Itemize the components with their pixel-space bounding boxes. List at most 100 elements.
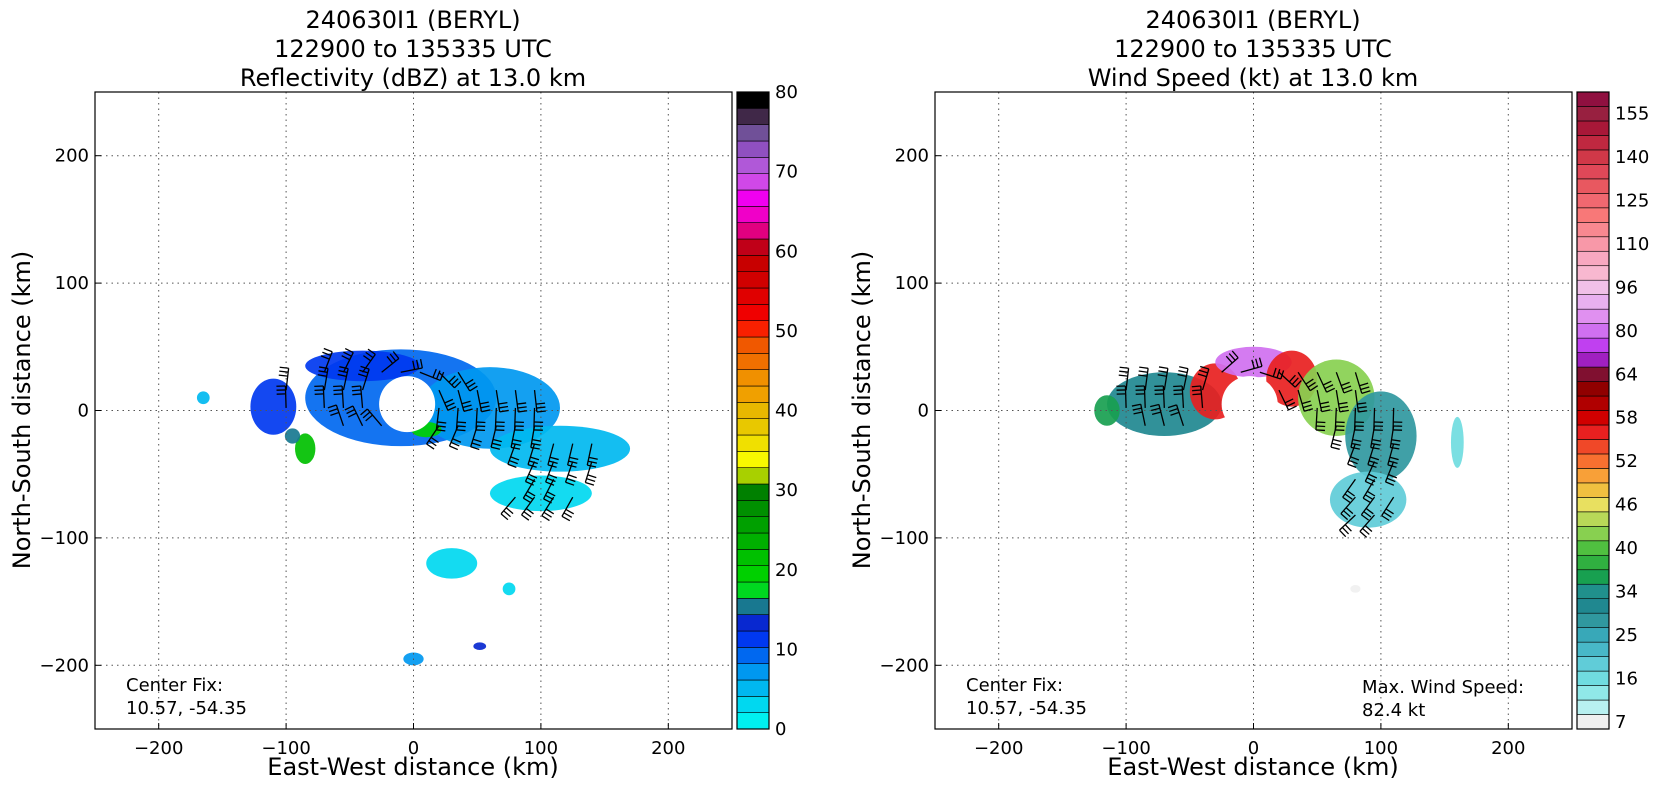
field-region xyxy=(1350,585,1361,593)
wind-barb xyxy=(1335,390,1349,413)
reflectivity-field xyxy=(196,349,631,666)
colorbar-segment xyxy=(736,696,770,713)
y-tick-label: 100 xyxy=(55,273,89,294)
colorbar-tick-label: 80 xyxy=(1615,321,1638,342)
colorbar-tick-label: 25 xyxy=(1615,625,1638,646)
wind-barb xyxy=(327,404,345,426)
wind-barb xyxy=(541,496,555,522)
colorbar-segment xyxy=(1576,366,1610,382)
colorbar-segment xyxy=(736,516,770,534)
field-region xyxy=(1345,391,1417,481)
right-wind-barbs xyxy=(1116,350,1403,538)
x-tick-label: −200 xyxy=(134,738,183,759)
colorbar-segment xyxy=(736,614,770,632)
x-tick-label: −200 xyxy=(974,738,1023,759)
colorbar-segment xyxy=(1576,482,1610,498)
colorbar-segment xyxy=(1576,554,1610,571)
wind-barb xyxy=(278,366,290,391)
left-x-axis-label: East-West distance (km) xyxy=(267,753,558,781)
colorbar-segment xyxy=(736,157,770,174)
max-wind-speed-label: Max. Wind Speed: xyxy=(1362,677,1524,698)
colorbar-tick-label: 50 xyxy=(775,321,798,342)
wind-barb xyxy=(1197,365,1210,391)
wind-barb xyxy=(362,348,376,373)
wind-barb xyxy=(1364,461,1378,486)
colorbar-frame xyxy=(1576,91,1610,730)
field-region xyxy=(489,475,592,512)
wind-barb xyxy=(586,443,598,468)
wind-barb xyxy=(341,347,354,373)
wind-barb xyxy=(1381,496,1395,522)
wind-barb xyxy=(360,408,383,427)
wind-barb xyxy=(1392,407,1403,431)
colorbar-segment xyxy=(1576,627,1610,643)
wind-barb xyxy=(1278,389,1297,411)
wind-barb xyxy=(495,390,509,413)
wind-barb xyxy=(1387,443,1399,468)
left-axis-ticks: −200 −100 0 100 200 200 100 0 −100 −200 xyxy=(40,146,686,759)
colorbar-segment xyxy=(1576,193,1610,209)
right-axis-ticks: −200 −100 0 100 200 200 100 0 −100 −200 xyxy=(880,146,1526,759)
colorbar-segment xyxy=(1576,641,1610,657)
wind-barb xyxy=(435,407,447,432)
colorbar-tick-label: 155 xyxy=(1615,104,1649,125)
colorbar-segment xyxy=(1576,424,1610,440)
colorbar-segment xyxy=(736,320,770,338)
colorbar-segment xyxy=(736,630,770,648)
wind-barb xyxy=(1278,371,1302,388)
colorbar-segment xyxy=(1576,685,1610,701)
colorbar-segment xyxy=(736,336,770,354)
wind-barb xyxy=(543,478,556,504)
wind-barb xyxy=(1373,407,1384,431)
colorbar-tick-label: 80 xyxy=(775,82,798,103)
y-tick-label: 100 xyxy=(895,273,929,294)
field-region xyxy=(489,425,631,472)
wind-barb xyxy=(419,368,445,382)
wind-barb xyxy=(381,351,400,373)
colorbar-segment xyxy=(1576,178,1610,194)
wind-barb xyxy=(1340,496,1356,521)
wind-barb xyxy=(1138,366,1149,391)
colorbar-segment xyxy=(736,91,770,109)
left-title-line-3: Reflectivity (dBZ) at 13.0 km xyxy=(240,64,586,92)
wind-barb xyxy=(1315,407,1326,432)
wind-barb xyxy=(1135,385,1146,408)
field-region xyxy=(1329,471,1407,528)
left-y-axis-label: North-South distance (km) xyxy=(8,251,36,570)
colorbar-segment xyxy=(1576,612,1610,628)
max-wind-speed-value: 82.4 kt xyxy=(1362,700,1425,721)
colorbar-segment xyxy=(1576,250,1610,267)
wind-barb xyxy=(320,347,333,373)
colorbar-segment xyxy=(1576,308,1610,324)
right-center-fix-label: Center Fix: xyxy=(966,675,1063,696)
wind-barb xyxy=(351,385,364,409)
wind-barb xyxy=(513,407,524,431)
wind-barb xyxy=(1335,372,1353,394)
wind-barb xyxy=(1177,366,1189,391)
colorbar-segment xyxy=(736,679,770,697)
field-region xyxy=(1450,416,1464,468)
field-region xyxy=(250,378,297,435)
colorbar-segment xyxy=(736,304,770,321)
colorbar-segment xyxy=(1576,294,1610,310)
colorbar-tick-label: 30 xyxy=(775,480,798,501)
wind-barb xyxy=(344,405,364,427)
left-center-fix-label: Center Fix: xyxy=(126,675,223,696)
colorbar-segment xyxy=(1576,279,1610,295)
colorbar-segment xyxy=(736,189,770,207)
colorbar-tick-label: 20 xyxy=(775,560,798,581)
field-region xyxy=(305,350,420,382)
colorbar-segment xyxy=(1576,395,1610,411)
colorbar-segment xyxy=(736,647,770,664)
colorbar-segment xyxy=(736,385,770,403)
colorbar-tick-label: 52 xyxy=(1615,451,1638,472)
y-tick-label: −100 xyxy=(880,528,929,549)
reflectivity-colorbar: 0 10 20 30 40 50 60 70 80 xyxy=(736,82,798,740)
field-region xyxy=(295,433,316,465)
colorbar-segment xyxy=(1576,410,1610,426)
wind-barb xyxy=(333,385,345,408)
storm-eye xyxy=(1221,376,1278,433)
wind-barb xyxy=(533,390,546,413)
colorbar-tick-label: 96 xyxy=(1615,277,1638,298)
